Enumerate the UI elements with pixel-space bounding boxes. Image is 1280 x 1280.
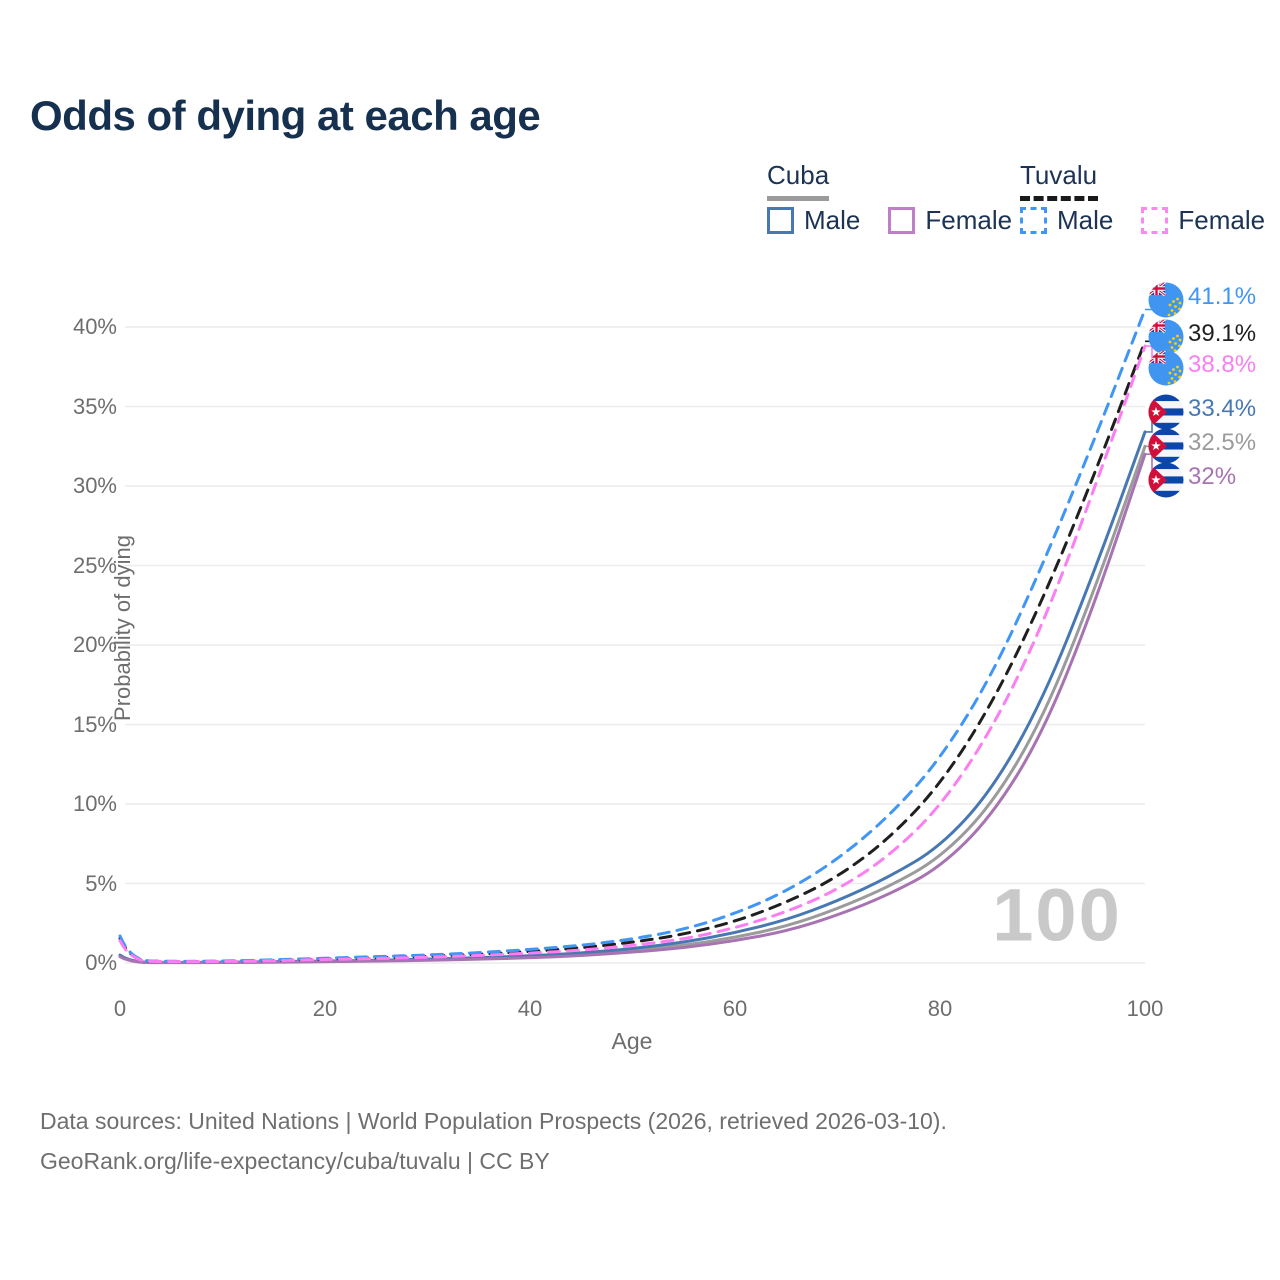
cuba-flag-icon [1148, 428, 1184, 464]
y-tick-label: 20% [72, 632, 117, 657]
y-tick-label: 0% [85, 950, 117, 975]
y-tick-label: 10% [72, 791, 117, 816]
gridlines [125, 326, 1145, 964]
y-tick-label: 30% [72, 473, 117, 498]
y-tick-label: 5% [85, 870, 117, 896]
legend-swatch-cuba-male[interactable] [767, 207, 794, 234]
x-tick-label: 80 [927, 996, 953, 1021]
footer-license-line: GeoRank.org/life-expectancy/cuba/tuvalu … [40, 1148, 550, 1174]
flag-icons [1148, 282, 1184, 498]
y-tick-label: 35% [72, 393, 117, 419]
x-tick-label: 60 [722, 996, 748, 1021]
legend-swatch-cuba-female[interactable] [888, 207, 916, 234]
y-tick-label: 25% [72, 552, 117, 578]
legend-label-cuba-male: Male [804, 205, 861, 235]
end-label-tuvalu-male: 41.1% [1188, 283, 1257, 310]
y-tick-label: 15% [72, 711, 117, 737]
end-label-cuba-both: 32.5% [1188, 429, 1257, 456]
legend-country-tuvalu: Tuvalu [1020, 160, 1098, 190]
x-tick-label: 20 [312, 996, 338, 1021]
y-tick-label: 40% [72, 314, 117, 339]
cuba-flag-icon [1148, 394, 1184, 430]
tuvalu-flag-icon [1148, 282, 1184, 318]
legend-row-cuba: Male Female [767, 205, 1012, 236]
x-tick-label: 0 [113, 996, 127, 1021]
age-watermark: 100 [992, 873, 1122, 957]
cuba-flag-icon [1148, 462, 1184, 498]
x-axis-title: Age [611, 1028, 653, 1054]
tuvalu-flag-icon [1148, 350, 1184, 386]
legend-row-tuvalu: Male Female [1020, 205, 1265, 236]
legend-underline-tuvalu [1020, 196, 1098, 201]
series-line-tuvalu-male [118, 308, 1147, 963]
end-label-tuvalu-female: 38.8% [1188, 351, 1257, 378]
end-label-cuba-female: 32% [1188, 463, 1237, 490]
legend-underline-cuba [767, 196, 829, 201]
legend-label-cuba-female: Female [925, 205, 1013, 235]
footer-source-line: Data sources: United Nations | World Pop… [40, 1108, 947, 1134]
series-line-tuvalu-female [118, 344, 1147, 964]
tuvalu-flag-icon [1148, 319, 1184, 355]
series-lines [118, 308, 1147, 965]
legend-label-tuvalu-female: Female [1178, 205, 1266, 235]
x-tick-label: 40 [517, 996, 543, 1021]
end-label-cuba-male: 33.4% [1188, 395, 1257, 422]
series-line-cuba-female [118, 452, 1147, 965]
x-tick-label: 100 [1126, 996, 1164, 1021]
chart-title: Odds of dying at each age [30, 92, 541, 139]
legend-label-tuvalu-male: Male [1057, 205, 1114, 235]
series-line-tuvalu-both [118, 339, 1147, 964]
legend-swatch-tuvalu-female[interactable] [1141, 207, 1169, 234]
legend-country-cuba: Cuba [767, 160, 830, 190]
end-label-tuvalu-both: 39.1% [1188, 320, 1257, 347]
legend-swatch-tuvalu-male[interactable] [1020, 207, 1047, 234]
